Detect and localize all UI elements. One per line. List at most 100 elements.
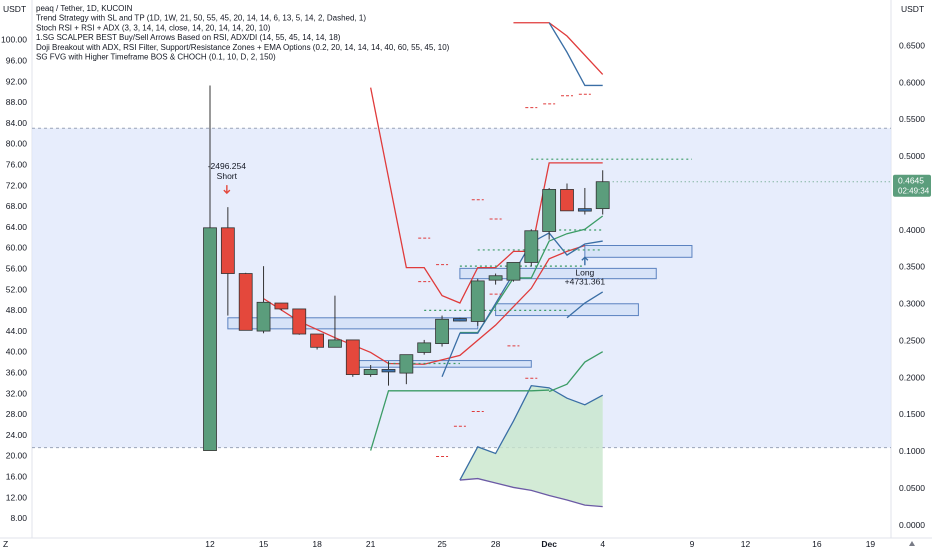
red-ma <box>263 244 586 365</box>
left-axis-tick-8: 40.00 <box>6 347 28 357</box>
candle-body-9[interactable] <box>363 369 378 375</box>
left-axis-tick-4: 24.00 <box>6 430 28 440</box>
x-axis-tick-3: 21 <box>366 539 376 549</box>
x-axis-tick-0: 12 <box>205 539 215 549</box>
red-trail <box>370 87 603 304</box>
right-axis-tick-4: 0.2000 <box>899 372 925 382</box>
right-axis-tick-0: 0.0000 <box>899 520 925 530</box>
x-axis-tick-6: Dec <box>541 539 557 549</box>
candle-body-10[interactable] <box>381 369 396 373</box>
x-axis-tick-11: 19 <box>866 539 876 549</box>
left-axis-tick-15: 68.00 <box>6 201 28 211</box>
range-zone <box>32 128 891 448</box>
x-axis-tick-7: 4 <box>600 539 605 549</box>
scroll-up-icon[interactable] <box>909 541 915 546</box>
left-axis-tick-16: 72.00 <box>6 180 28 190</box>
x-axis-tick-8: 9 <box>690 539 695 549</box>
support-zone-1 <box>584 245 693 258</box>
right-axis-tick-1: 0.0500 <box>899 483 925 493</box>
candle-body-8[interactable] <box>345 339 360 375</box>
candle-body-5[interactable] <box>292 308 307 335</box>
right-axis-tick-13: 0.6500 <box>899 40 925 50</box>
left-axis-tick-5: 28.00 <box>6 409 28 419</box>
support-zone-3 <box>495 303 639 317</box>
candle-body-19[interactable] <box>542 189 557 232</box>
x-axis-tick-2: 18 <box>312 539 322 549</box>
x-axis-tick-10: 16 <box>812 539 822 549</box>
red-trail-upper <box>513 22 604 75</box>
signal-label-0: Short <box>217 171 238 181</box>
x-axis-tick-5: 28 <box>491 539 501 549</box>
legend-line-0: peaq / Tether, 1D, KUCOIN <box>36 4 133 13</box>
candle-body-16[interactable] <box>488 275 503 281</box>
timezone-icon: Z <box>3 539 8 549</box>
right-axis-unit: USDT <box>901 4 924 14</box>
price-tag-value: 0.4645 <box>898 176 924 186</box>
price-tag-countdown: 02:49:34 <box>898 187 930 196</box>
legend-line-1: Trend Strategy with SL and TP (1D, 1W, 2… <box>36 14 366 23</box>
fvg-cloud-lower <box>459 477 603 508</box>
left-axis-tick-11: 52.00 <box>6 284 28 294</box>
x-axis-tick-9: 12 <box>741 539 751 549</box>
candle-body-18[interactable] <box>524 230 539 263</box>
green-trail-lower <box>548 351 604 393</box>
candle-body-21[interactable] <box>577 208 592 212</box>
green-trail <box>370 389 550 451</box>
left-axis-unit: USDT <box>3 4 26 14</box>
right-axis-tick-12: 0.6000 <box>899 77 925 87</box>
price-tag[interactable] <box>893 174 931 197</box>
signal-label-1: Long <box>575 267 594 277</box>
right-axis-tick-8: 0.4000 <box>899 225 925 235</box>
candle-body-7[interactable] <box>328 339 342 348</box>
right-axis-tick-6: 0.3000 <box>899 299 925 309</box>
left-axis-tick-17: 76.00 <box>6 160 28 170</box>
sell-arrow-icon <box>223 185 231 195</box>
candle-body-17[interactable] <box>506 262 521 281</box>
left-axis-tick-10: 48.00 <box>6 305 28 315</box>
legend-line-2: Stoch RSI + RSI + ADX (3, 3, 14, 14, clo… <box>36 23 271 32</box>
candle-body-6[interactable] <box>310 333 325 348</box>
legend-line-4: Doji Breakout with ADX, RSI Filter, Supp… <box>36 43 450 52</box>
right-axis-tick-5: 0.2500 <box>899 335 925 345</box>
fvg-cloud-upper <box>459 384 604 481</box>
candle-body-14[interactable] <box>452 318 467 322</box>
candle-body-15[interactable] <box>470 280 485 322</box>
candle-body-13[interactable] <box>435 318 449 345</box>
right-axis-tick-11: 0.5500 <box>899 114 925 124</box>
candle-body-2[interactable] <box>238 273 253 331</box>
signal-value-0: -2496.254 <box>208 161 247 171</box>
candle-body-12[interactable] <box>417 342 432 353</box>
left-axis-tick-19: 84.00 <box>6 118 28 128</box>
candle-body-22[interactable] <box>595 181 610 210</box>
x-axis-tick-4: 25 <box>437 539 447 549</box>
support-zone-2 <box>459 267 657 280</box>
left-axis-tick-18: 80.00 <box>6 139 28 149</box>
left-axis-tick-3: 20.00 <box>6 451 28 461</box>
blue-trail-lower <box>566 291 604 319</box>
resistance-zone-2 <box>352 360 532 368</box>
left-axis-tick-20: 88.00 <box>6 97 28 107</box>
left-axis-tick-13: 60.00 <box>6 243 28 253</box>
candle-body-1[interactable] <box>220 227 235 274</box>
buy-arrow-icon <box>581 256 589 266</box>
candle-body-20[interactable] <box>560 189 574 212</box>
left-axis-tick-7: 36.00 <box>6 368 28 378</box>
candle-body-11[interactable] <box>399 354 414 374</box>
fvg-cloud <box>459 385 603 507</box>
legend-line-3: 1.SG SCALPER BEST Buy/Sell Arrows Based … <box>36 33 341 42</box>
left-axis-tick-1: 12.00 <box>6 492 28 502</box>
blue-trail-upper <box>548 22 603 87</box>
right-axis-tick-10: 0.5000 <box>899 151 925 161</box>
right-axis-tick-7: 0.3500 <box>899 262 925 272</box>
left-axis-tick-6: 32.00 <box>6 388 28 398</box>
candle-body-4[interactable] <box>274 302 289 310</box>
left-axis-tick-2: 16.00 <box>6 472 28 482</box>
candle-body-0[interactable] <box>203 227 217 451</box>
left-axis-tick-9: 44.00 <box>6 326 28 336</box>
right-axis-tick-3: 0.1500 <box>899 409 925 419</box>
left-axis-tick-0: 8.00 <box>10 513 27 523</box>
candle-body-3[interactable] <box>256 301 271 332</box>
legend-line-5: SG FVG with Higher Timeframe BOS & CHOCH… <box>36 53 276 62</box>
left-axis-tick-22: 96.00 <box>6 56 28 66</box>
